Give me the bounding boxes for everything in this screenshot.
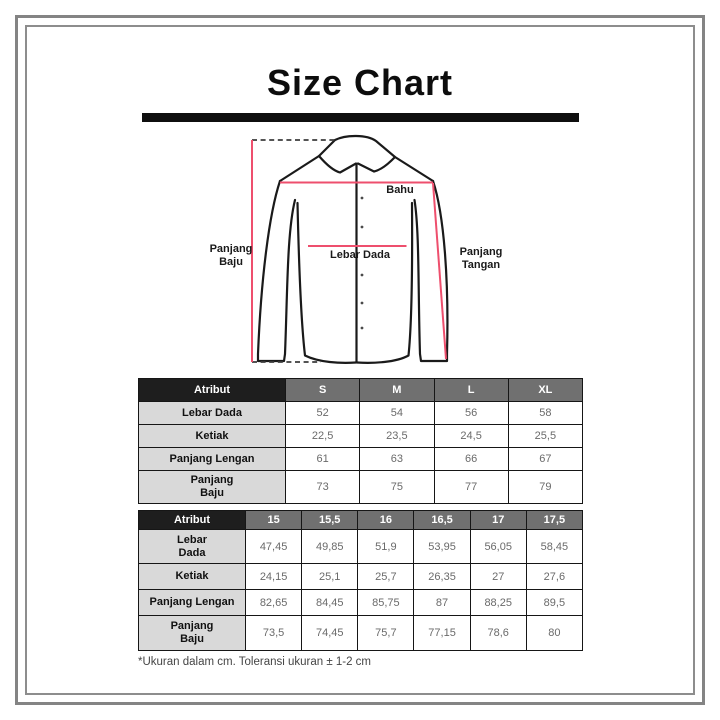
page-title: Size Chart bbox=[266, 62, 454, 103]
table-header-row: Atribut S M L XL bbox=[138, 378, 584, 402]
left-sleeve-outline bbox=[256, 179, 297, 363]
collar-left-flap bbox=[317, 154, 358, 174]
value-cell: 88,25 bbox=[469, 589, 527, 616]
value-cell: 80 bbox=[525, 615, 584, 651]
value-cell: 53,95 bbox=[413, 529, 471, 564]
value-cell: 85,75 bbox=[357, 589, 415, 616]
value-cell: 89,5 bbox=[525, 589, 584, 616]
value-cell: 77,15 bbox=[413, 615, 471, 651]
value-cell: 54 bbox=[359, 401, 435, 425]
title-divider-rule bbox=[142, 113, 579, 122]
row-label-cell: Lebar Dada bbox=[138, 529, 246, 564]
value-cell: 61 bbox=[284, 447, 361, 471]
value-cell: 82,65 bbox=[244, 589, 303, 616]
value-cell: 56 bbox=[433, 401, 509, 425]
value-cell: 23,5 bbox=[359, 424, 435, 448]
size-header-cell: M bbox=[359, 378, 435, 402]
value-cell: 87 bbox=[413, 589, 471, 616]
size-header-cell: 17,5 bbox=[525, 510, 584, 530]
table-row: Lebar Dada 52 54 56 58 bbox=[138, 401, 584, 425]
row-label-cell: Panjang Lengan bbox=[138, 589, 246, 616]
size-table-letter: Atribut S M L XL Lebar Dada 52 54 56 58 … bbox=[138, 378, 584, 504]
sleeve-length-measure-label: Panjang Tangan bbox=[459, 246, 503, 271]
table-row: Panjang Baju 73 75 77 79 bbox=[138, 470, 584, 504]
table-header-row: Atribut 15 15,5 16 16,5 17 17,5 bbox=[138, 510, 584, 530]
size-table-collar: Atribut 15 15,5 16 16,5 17 17,5 Lebar Da… bbox=[138, 510, 584, 651]
body-length-measure-label: Panjang Baju bbox=[209, 243, 253, 268]
table-row: Panjang Baju 73,5 74,45 75,7 77,15 78,6 … bbox=[138, 615, 584, 651]
shoulder-measure-label: Bahu bbox=[386, 184, 414, 196]
value-cell: 77 bbox=[433, 470, 509, 504]
value-cell: 51,9 bbox=[357, 529, 415, 564]
table-row: Panjang Lengan 61 63 66 67 bbox=[138, 447, 584, 471]
row-label-cell: Lebar Dada bbox=[138, 401, 286, 425]
size-header-cell: 15,5 bbox=[301, 510, 359, 530]
value-cell: 56,05 bbox=[469, 529, 527, 564]
size-header-cell: 16 bbox=[357, 510, 415, 530]
value-cell: 79 bbox=[507, 470, 584, 504]
body-right-outline bbox=[355, 201, 414, 364]
inner-frame-border bbox=[25, 25, 695, 695]
value-cell: 27,6 bbox=[525, 563, 584, 590]
header-cell-atribut: Atribut bbox=[138, 378, 286, 402]
outer-frame-border bbox=[15, 15, 705, 705]
table-row: Ketiak 22,5 23,5 24,5 25,5 bbox=[138, 424, 584, 448]
right-sleeve-outline bbox=[413, 179, 449, 363]
shirt-shoulders-collar-outline bbox=[278, 134, 435, 183]
size-header-cell: 16,5 bbox=[413, 510, 471, 530]
value-cell: 49,85 bbox=[301, 529, 359, 564]
value-cell: 52 bbox=[284, 401, 361, 425]
value-cell: 78,6 bbox=[469, 615, 527, 651]
value-cell: 22,5 bbox=[284, 424, 361, 448]
value-cell: 47,45 bbox=[244, 529, 303, 564]
size-header-cell: L bbox=[433, 378, 509, 402]
value-cell: 24,15 bbox=[244, 563, 303, 590]
chest-measure-label: Lebar Dada bbox=[330, 249, 390, 261]
body-left-outline bbox=[296, 201, 358, 364]
value-cell: 73 bbox=[284, 470, 361, 504]
row-label-cell: Ketiak bbox=[138, 424, 286, 448]
row-label-cell: Panjang Baju bbox=[138, 470, 286, 504]
size-header-cell: 15 bbox=[244, 510, 303, 530]
row-label-cell: Panjang Lengan bbox=[138, 447, 286, 471]
value-cell: 63 bbox=[359, 447, 435, 471]
row-label-cell: Ketiak bbox=[138, 563, 246, 590]
header-cell-atribut: Atribut bbox=[138, 510, 246, 530]
button-dot bbox=[360, 301, 364, 305]
size-header-cell: S bbox=[284, 378, 361, 402]
shirt-diagram bbox=[251, 134, 449, 364]
value-cell: 58 bbox=[507, 401, 584, 425]
value-cell: 25,1 bbox=[301, 563, 359, 590]
value-cell: 74,45 bbox=[301, 615, 359, 651]
row-label-cell: Panjang Baju bbox=[138, 615, 246, 651]
table-row: Ketiak 24,15 25,1 25,7 26,35 27 27,6 bbox=[138, 563, 584, 590]
button-dot bbox=[360, 196, 364, 200]
sleeve-measure-line bbox=[432, 182, 447, 360]
table-row: Panjang Lengan 82,65 84,45 85,75 87 88,2… bbox=[138, 589, 584, 616]
value-cell: 24,5 bbox=[433, 424, 509, 448]
footnote: *Ukuran dalam cm. Toleransi ukuran ± 1-2… bbox=[138, 656, 371, 668]
collar-right-flap bbox=[356, 155, 397, 173]
value-cell: 73,5 bbox=[244, 615, 303, 651]
value-cell: 58,45 bbox=[525, 529, 584, 564]
button-dot bbox=[360, 225, 364, 229]
value-cell: 25,5 bbox=[507, 424, 584, 448]
value-cell: 75,7 bbox=[357, 615, 415, 651]
value-cell: 84,45 bbox=[301, 589, 359, 616]
button-dot bbox=[360, 326, 364, 330]
value-cell: 67 bbox=[507, 447, 584, 471]
value-cell: 27 bbox=[469, 563, 527, 590]
size-header-cell: 17 bbox=[469, 510, 527, 530]
value-cell: 26,35 bbox=[413, 563, 471, 590]
button-dot bbox=[360, 273, 364, 277]
size-header-cell: XL bbox=[507, 378, 584, 402]
value-cell: 75 bbox=[359, 470, 435, 504]
table-row: Lebar Dada 47,45 49,85 51,9 53,95 56,05 … bbox=[138, 529, 584, 564]
value-cell: 66 bbox=[433, 447, 509, 471]
value-cell: 25,7 bbox=[357, 563, 415, 590]
